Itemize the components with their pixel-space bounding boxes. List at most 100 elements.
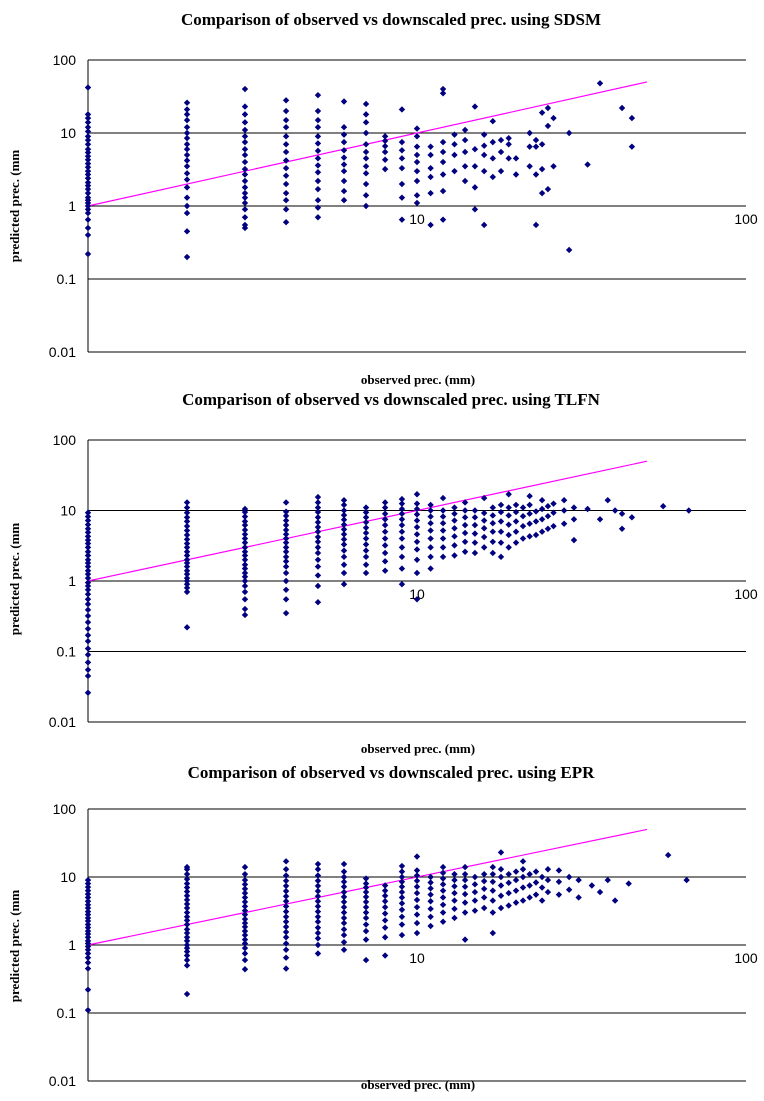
data-point <box>519 884 527 891</box>
data-point <box>480 525 488 532</box>
data-point <box>340 926 348 933</box>
data-point <box>340 98 348 105</box>
data-point <box>398 216 406 223</box>
data-point <box>84 216 92 223</box>
data-point <box>451 533 458 540</box>
data-point <box>314 882 322 890</box>
data-point <box>461 514 469 521</box>
data-point <box>183 151 191 159</box>
data-point <box>544 888 552 896</box>
data-point <box>362 163 370 170</box>
data-point <box>314 599 322 606</box>
data-point <box>340 531 348 538</box>
data-point <box>362 509 370 516</box>
data-point <box>241 966 249 973</box>
data-point <box>451 131 458 138</box>
data-point <box>340 569 348 577</box>
data-point <box>555 891 563 898</box>
data-point <box>282 508 290 515</box>
data-point <box>314 893 322 900</box>
data-point <box>314 898 322 905</box>
data-point <box>84 167 92 175</box>
data-point <box>544 876 552 884</box>
data-point <box>451 504 458 511</box>
data-point <box>84 894 92 901</box>
data-point <box>439 875 447 882</box>
data-point <box>314 140 322 147</box>
data-point <box>84 612 92 620</box>
data-point <box>241 505 249 513</box>
data-point <box>538 141 546 148</box>
data-point <box>84 136 92 144</box>
data-point <box>471 907 479 914</box>
data-point <box>628 143 636 150</box>
data-point <box>451 141 458 148</box>
data-point <box>84 141 92 148</box>
data-point <box>183 904 191 912</box>
data-point <box>84 171 92 178</box>
data-point <box>362 192 370 199</box>
data-point <box>497 539 505 546</box>
data-point <box>480 894 488 901</box>
data-point <box>427 905 434 913</box>
data-point <box>282 521 290 529</box>
data-point <box>519 504 527 511</box>
data-point <box>519 873 527 881</box>
data-point <box>362 514 370 521</box>
data-point <box>489 863 497 871</box>
data-point <box>183 962 191 969</box>
data-point <box>314 523 322 531</box>
data-point <box>480 533 488 541</box>
data-point <box>241 573 249 580</box>
data-point <box>282 206 290 213</box>
data-point <box>471 184 479 191</box>
data-point <box>282 569 290 577</box>
data-point <box>489 897 497 904</box>
data-point <box>471 897 479 904</box>
data-point <box>461 507 469 514</box>
data-point <box>241 158 249 166</box>
data-point <box>570 536 578 544</box>
data-point <box>84 559 92 567</box>
data-point <box>314 918 322 925</box>
data-point <box>471 873 479 881</box>
data-point <box>183 570 191 578</box>
data-point <box>241 103 249 110</box>
data-point <box>84 544 92 551</box>
data-point <box>314 950 322 957</box>
data-point <box>439 513 447 520</box>
data-point <box>314 887 322 895</box>
data-point <box>526 894 533 901</box>
data-point <box>84 586 92 594</box>
data-point <box>362 893 370 901</box>
data-point <box>314 941 322 949</box>
data-point <box>183 209 191 217</box>
data-point <box>282 893 290 900</box>
data-point <box>84 659 92 666</box>
data-point <box>241 569 249 577</box>
data-point <box>451 914 458 922</box>
data-point <box>555 867 563 874</box>
data-point <box>314 162 322 169</box>
data-point <box>398 873 406 881</box>
data-point <box>381 499 389 506</box>
data-point <box>84 521 92 528</box>
data-point <box>413 143 421 150</box>
data-point <box>183 909 191 916</box>
data-point <box>398 868 406 875</box>
data-point <box>241 870 249 878</box>
data-point <box>84 986 92 993</box>
data-point <box>570 504 578 511</box>
data-point <box>381 510 389 517</box>
data-point <box>84 574 92 582</box>
data-point <box>282 218 290 226</box>
data-point <box>519 858 527 865</box>
data-point <box>413 125 421 132</box>
data-point <box>604 876 611 884</box>
data-point <box>183 990 191 998</box>
data-point <box>282 107 290 115</box>
data-point <box>362 100 370 108</box>
data-point <box>362 111 370 118</box>
data-point <box>439 520 447 527</box>
data-point <box>183 111 191 118</box>
